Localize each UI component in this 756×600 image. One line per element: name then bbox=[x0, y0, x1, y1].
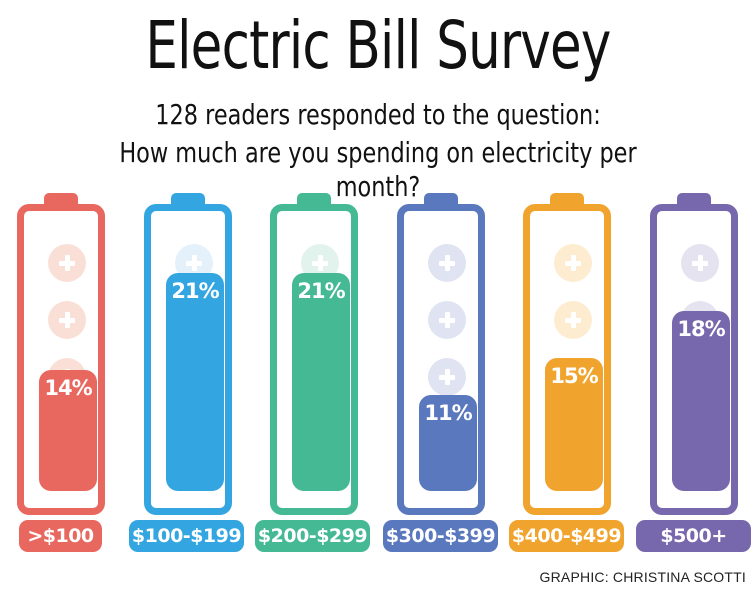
battery-body: 11% bbox=[397, 204, 485, 515]
plus-icon bbox=[439, 255, 455, 271]
plus-circle-icon bbox=[681, 244, 719, 282]
plus-icon bbox=[439, 369, 455, 385]
plus-circle-icon bbox=[428, 244, 466, 282]
battery-3: 21% bbox=[270, 193, 358, 515]
battery-4: 11% bbox=[397, 193, 485, 515]
battery-body: 18% bbox=[650, 204, 738, 515]
plus-circle-icon bbox=[554, 301, 592, 339]
plus-icon bbox=[59, 255, 75, 271]
plus-circle-icon bbox=[48, 244, 86, 282]
plus-icon bbox=[439, 312, 455, 328]
battery-5: 15% bbox=[523, 193, 611, 515]
battery-2: 21% bbox=[144, 193, 232, 515]
plus-icon bbox=[59, 312, 75, 328]
percent-value: 11% bbox=[424, 401, 472, 425]
chart-title: Electric Bill Survey bbox=[145, 7, 611, 84]
plus-circle-icon bbox=[428, 358, 466, 396]
battery-fill: 21% bbox=[166, 273, 224, 491]
percent-value: 14% bbox=[44, 376, 92, 400]
plus-circle-icon bbox=[428, 301, 466, 339]
category-label: $200-$299 bbox=[255, 520, 370, 552]
category-label: $400-$499 bbox=[509, 520, 624, 552]
battery-body: 15% bbox=[523, 204, 611, 515]
battery-body: 21% bbox=[270, 204, 358, 515]
percent-value: 15% bbox=[550, 364, 598, 388]
category-label: $300-$399 bbox=[383, 520, 498, 552]
percent-value: 18% bbox=[677, 317, 725, 341]
plus-circle-icon bbox=[554, 244, 592, 282]
plus-icon bbox=[565, 312, 581, 328]
plus-icon bbox=[312, 255, 328, 271]
battery-1: 14% bbox=[17, 193, 105, 515]
graphic-credit: GRAPHIC: CHRISTINA SCOTTI bbox=[539, 569, 746, 585]
battery-fill: 11% bbox=[419, 395, 477, 491]
battery-fill: 14% bbox=[39, 370, 97, 491]
plus-icon bbox=[692, 255, 708, 271]
plus-icon bbox=[186, 255, 202, 271]
subtitle-respondents: 128 readers responded to the question: bbox=[155, 98, 601, 131]
percent-value: 21% bbox=[297, 279, 345, 303]
category-label: >$100 bbox=[19, 520, 102, 552]
percent-value: 21% bbox=[171, 279, 219, 303]
battery-body: 21% bbox=[144, 204, 232, 515]
battery-6: 18% bbox=[650, 193, 738, 515]
category-label: $500+ bbox=[636, 520, 751, 552]
battery-fill: 15% bbox=[545, 358, 603, 491]
battery-body: 14% bbox=[17, 204, 105, 515]
plus-circle-icon bbox=[48, 301, 86, 339]
plus-icon bbox=[565, 255, 581, 271]
battery-fill: 18% bbox=[672, 311, 730, 491]
category-label: $100-$199 bbox=[129, 520, 244, 552]
subtitle-question: How much are you spending on electricity… bbox=[119, 136, 637, 203]
battery-fill: 21% bbox=[292, 273, 350, 491]
